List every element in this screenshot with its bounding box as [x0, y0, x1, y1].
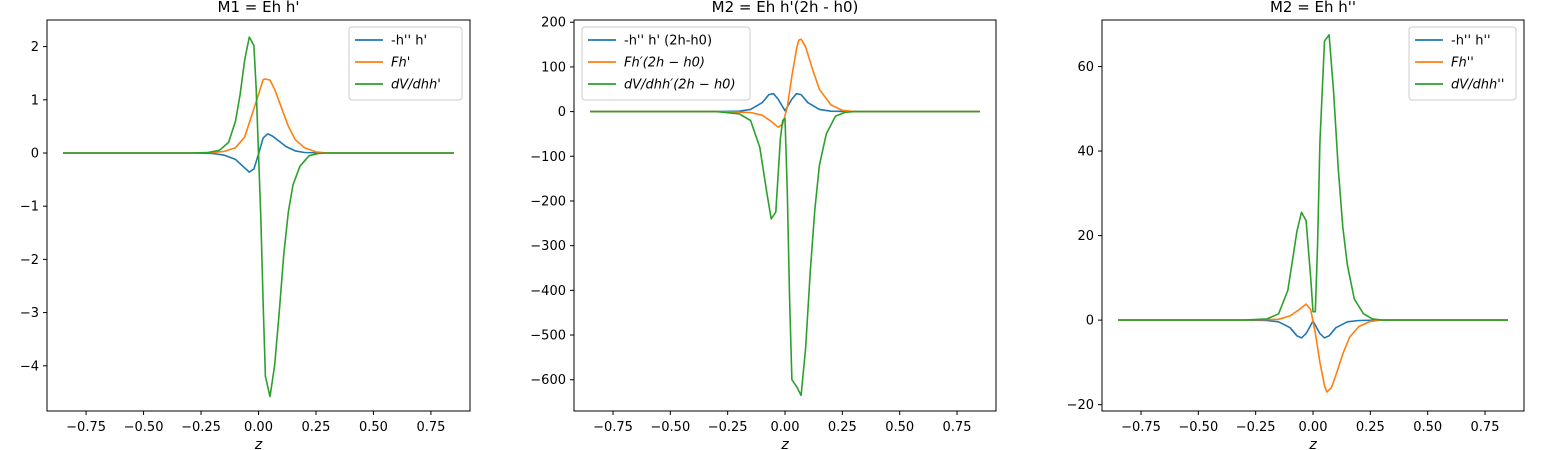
y-tick-label: 2	[31, 40, 39, 55]
x-tick-label: −0.50	[650, 420, 690, 435]
series-group	[63, 36, 454, 398]
legend: -h'' h' Fh' dV/dhh'	[348, 26, 463, 101]
y-tick-label: 0	[558, 105, 566, 120]
y-tick-label: −200	[530, 194, 566, 209]
x-tick-label: −0.75	[66, 420, 106, 435]
x-tick-label: −0.50	[1178, 420, 1218, 435]
x-axis-label: z	[780, 437, 789, 450]
series-group	[1118, 33, 1508, 393]
legend-entry: dV/dhh′(2h − h0)	[624, 78, 736, 93]
x-tick-label: 0.75	[943, 420, 972, 435]
series-line-2	[590, 110, 980, 397]
legend-entry: dV/dhh''	[1451, 78, 1504, 93]
x-tick-label: 0.00	[1299, 420, 1328, 435]
x-axis-label: z	[254, 437, 263, 450]
series-line-1	[590, 38, 980, 128]
y-tick-label: −500	[530, 329, 566, 344]
y-tick-label: −1	[20, 200, 39, 215]
legend-entry: Fh''	[1451, 56, 1474, 71]
series-line-2	[63, 36, 454, 398]
x-tick-label: 0.50	[1413, 420, 1442, 435]
chart-m2-curvature: M2 = Eh h'' −0.75 −0.50 −0.25 0.00 0.25 0.50 0.…	[1067, 0, 1525, 450]
x-tick-label: 0.50	[885, 420, 914, 435]
series-line-1	[1118, 303, 1508, 393]
y-tick-label: 200	[541, 16, 566, 31]
x-tick-label: −0.25	[1236, 420, 1276, 435]
x-tick-label: 0.25	[828, 420, 857, 435]
series-line-0	[63, 133, 454, 173]
y-tick-label: 1	[31, 93, 39, 108]
legend-entry: Fh'	[391, 56, 410, 71]
x-tick-label: 0.25	[1356, 420, 1385, 435]
x-tick-label: 0.00	[771, 420, 800, 435]
y-tick-label: −4	[20, 359, 39, 374]
chart-title: M2 = Eh h'(2h - h0)	[712, 0, 859, 16]
series-line-2	[1118, 33, 1508, 321]
legend-entry: -h'' h''	[1451, 34, 1491, 49]
legend-entry: dV/dhh'	[391, 78, 441, 93]
y-tick-label: 20	[1077, 229, 1094, 244]
x-axis-label: z	[1308, 437, 1317, 450]
chart-m2-shifted: M2 = Eh h'(2h - h0) −0.75 −0.50 −0.25 0.00 0.…	[530, 0, 997, 450]
x-tick-label: −0.25	[708, 420, 748, 435]
x-tick-label: 0.25	[301, 420, 330, 435]
x-tick-label: −0.75	[593, 420, 633, 435]
x-tick-label: 0.00	[244, 420, 273, 435]
legend-box	[1408, 26, 1517, 101]
legend: -h'' h' (2h-h0) Fh′(2h − h0) dV/dhh′(2h − …	[581, 26, 751, 101]
series-group	[590, 38, 980, 397]
legend-entry: -h'' h'	[391, 34, 427, 49]
chart-m1: M1 = Eh h' −0.75 −0.50 −0.25 0.00 0.25 0.50 0.7…	[20, 0, 471, 450]
y-tick-label: −100	[530, 150, 566, 165]
legend-entry: Fh′(2h − h0)	[624, 56, 705, 71]
y-tick-label: 0	[31, 146, 39, 161]
legend-box	[581, 26, 751, 101]
y-tick-label: 100	[541, 60, 566, 75]
x-tick-label: 0.50	[359, 420, 388, 435]
x-tick-label: −0.50	[124, 420, 164, 435]
legend-entry: -h'' h' (2h-h0)	[624, 34, 712, 49]
x-tick-label: −0.75	[1121, 420, 1161, 435]
y-tick-label: −3	[20, 306, 39, 321]
y-tick-label: −300	[530, 239, 566, 254]
legend-box	[348, 26, 463, 101]
y-tick-label: −2	[20, 253, 39, 268]
y-tick-label: 0	[1086, 314, 1094, 329]
x-tick-label: 0.75	[1471, 420, 1500, 435]
series-line-1	[63, 78, 454, 154]
series-line-0	[590, 92, 980, 113]
legend: -h'' h'' Fh'' dV/dhh''	[1408, 26, 1517, 101]
x-tick-label: −0.25	[181, 420, 221, 435]
y-tick-label: −400	[530, 284, 566, 299]
chart-title: M2 = Eh h''	[1270, 0, 1356, 16]
y-tick-label: 40	[1077, 145, 1094, 160]
chart-title: M1 = Eh h'	[218, 0, 300, 16]
y-tick-label: −20	[1067, 398, 1094, 413]
y-tick-label: 60	[1077, 60, 1094, 75]
y-tick-label: −600	[530, 373, 566, 388]
x-tick-label: 0.75	[416, 420, 445, 435]
